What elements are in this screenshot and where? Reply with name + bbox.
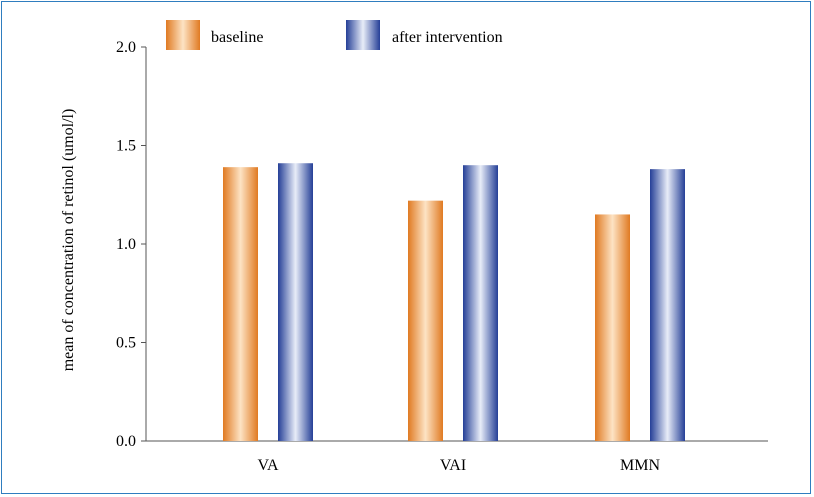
y-tick-label: 0.0 <box>116 433 136 450</box>
y-tick-label: 1.0 <box>116 236 136 253</box>
bar-baseline-vai <box>408 200 443 441</box>
bar-baseline-mmn <box>595 214 630 441</box>
y-tick-label: 0.5 <box>116 335 136 352</box>
y-tick-label: 2.0 <box>116 39 136 56</box>
x-tick-label: MMN <box>620 457 660 474</box>
y-axis-title: mean of concentration of retinol (umol/l… <box>60 109 77 372</box>
x-tick-label: VA <box>257 457 278 474</box>
x-tick-label: VAI <box>440 457 466 474</box>
bar-after-intervention-mmn <box>650 169 685 441</box>
legend-label-baseline: baseline <box>211 29 263 46</box>
bar-after-intervention-va <box>278 163 313 442</box>
bar-after-intervention-vai <box>463 165 498 441</box>
bar-baseline-va <box>223 167 258 442</box>
legend-label-after-intervention: after intervention <box>392 29 503 46</box>
legend-swatch-after-intervention <box>346 20 380 50</box>
y-tick-label: 1.5 <box>116 138 136 155</box>
legend: baseline after intervention <box>166 20 503 50</box>
category-labels: VA VAI MMN <box>257 457 660 474</box>
legend-swatch-baseline <box>166 20 200 50</box>
bars <box>223 163 685 442</box>
